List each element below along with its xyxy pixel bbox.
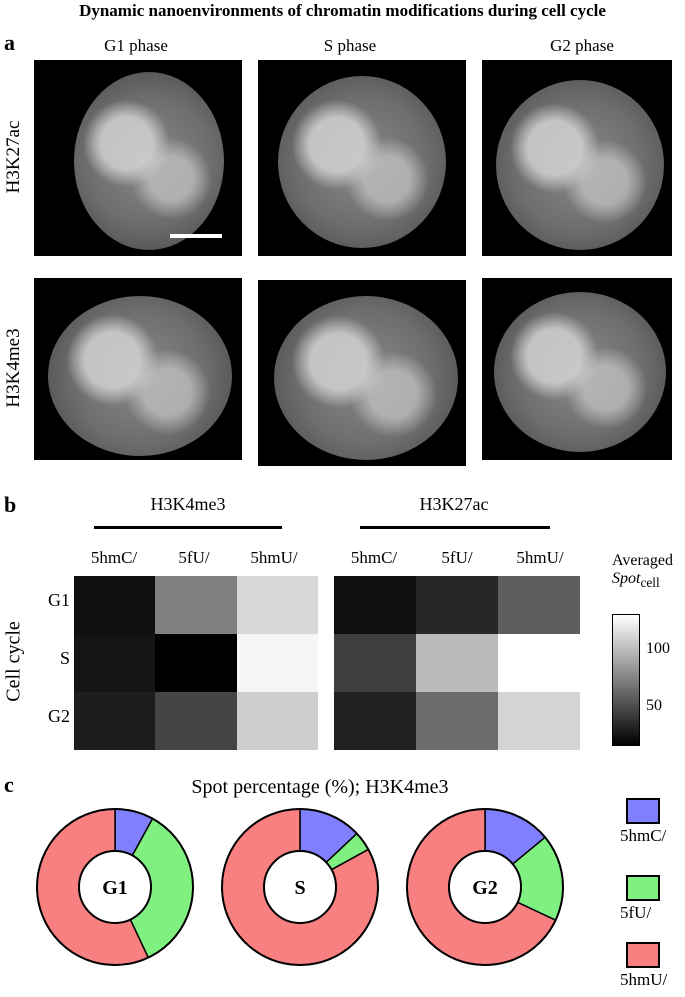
panel-c-label: c	[4, 772, 14, 797]
panel-a-label: a	[4, 30, 15, 55]
donut-hole	[263, 850, 337, 924]
colorbar-title-line1: Averaged	[612, 552, 673, 569]
donut-outline	[406, 808, 564, 966]
colorbar-tick-50: 50	[646, 697, 662, 714]
donut-hole	[78, 850, 152, 924]
row-g1: G1	[48, 590, 70, 610]
micrograph-h3k27ac-g2	[482, 60, 672, 256]
donut-hole	[448, 850, 522, 924]
heatmap-h3k4me3	[74, 576, 318, 750]
heatmap-cell	[236, 692, 318, 750]
heatmap-cell	[74, 634, 156, 692]
heatmap-cell	[155, 576, 237, 634]
y-title-cell-cycle: Cell cycle	[2, 621, 25, 702]
col-5fu-1: 5fU/	[178, 548, 210, 567]
col-5fu-2: 5fU/	[441, 548, 473, 567]
micrograph-h3k4me3-s	[258, 280, 466, 466]
heatmap-h3k27ac	[334, 576, 580, 750]
legend-swatch-5fu	[626, 875, 660, 901]
panel-b-label: b	[4, 492, 17, 517]
donut-center-label: G1	[102, 877, 128, 899]
legend-label-5fu: 5fU/	[620, 903, 652, 922]
row-s: S	[59, 648, 70, 668]
legend-label-5hmc: 5hmC/	[620, 826, 667, 845]
heatmap-cell	[334, 634, 416, 692]
heatmap-title-h3k4me3: H3K4me3	[150, 494, 226, 514]
col-5hmc-2: 5hmC/	[350, 548, 398, 567]
col-title-s: S phase	[323, 36, 377, 55]
row-g2: G2	[48, 706, 70, 726]
row-label-h3k4me3: H3K4me3	[3, 328, 24, 408]
heatmap-cell	[236, 634, 318, 692]
donut-charts: G1 S G2	[36, 808, 564, 966]
colorbar-title-spot: Spot	[612, 570, 641, 587]
scale-bar	[170, 234, 222, 238]
heatmap-cell	[155, 634, 237, 692]
legend-swatch-5hmu	[626, 942, 660, 968]
donut-outline	[36, 808, 194, 966]
heatmap-cell	[74, 692, 156, 750]
heatmap-cell	[416, 576, 498, 634]
figure-title: Dynamic nanoenvironments of chromatin mo…	[79, 1, 606, 20]
col-5hmc-1: 5hmC/	[90, 548, 138, 567]
heatmap-cell	[498, 692, 580, 750]
micrograph-h3k27ac-s	[258, 60, 466, 256]
col-5hmu-1: 5hmU/	[250, 548, 298, 567]
row-label-h3k27ac: H3K27ac	[3, 120, 24, 194]
colorbar-tick-100: 100	[646, 640, 670, 657]
heatmap-cell	[334, 576, 416, 634]
micrograph-h3k27ac-g1	[34, 60, 242, 256]
heatmap-cell	[498, 634, 580, 692]
group-bar-h3k4me3	[94, 526, 282, 529]
colorbar-title: Averaged Spotcell	[612, 552, 673, 591]
micrograph-h3k4me3-g2	[482, 278, 672, 460]
heatmap-cell	[236, 576, 318, 634]
heatmap-cell	[334, 692, 416, 750]
col-5hmu-2: 5hmU/	[516, 548, 564, 567]
heatmap-cell	[416, 634, 498, 692]
heatmap-cell	[155, 692, 237, 750]
donut-outline	[221, 808, 379, 966]
heatmap-cell	[498, 576, 580, 634]
legend-swatch-5hmc	[626, 798, 660, 824]
micrograph-h3k4me3-g1	[34, 278, 242, 460]
colorbar	[612, 614, 640, 746]
colorbar-title-sub: cell	[640, 575, 660, 591]
col-title-g1: G1 phase	[104, 36, 168, 55]
donut-center-label: G2	[472, 877, 498, 899]
legend-label-5hmu: 5hmU/	[620, 970, 668, 989]
heatmap-cell	[416, 692, 498, 750]
heatmap-title-h3k27ac: H3K27ac	[419, 494, 489, 514]
group-bar-h3k27ac	[360, 526, 550, 529]
col-title-g2: G2 phase	[550, 36, 614, 55]
donut-center-label: S	[294, 877, 305, 899]
heatmap-cell	[74, 576, 156, 634]
panel-c-title: Spot percentage (%); H3K4me3	[191, 776, 449, 798]
